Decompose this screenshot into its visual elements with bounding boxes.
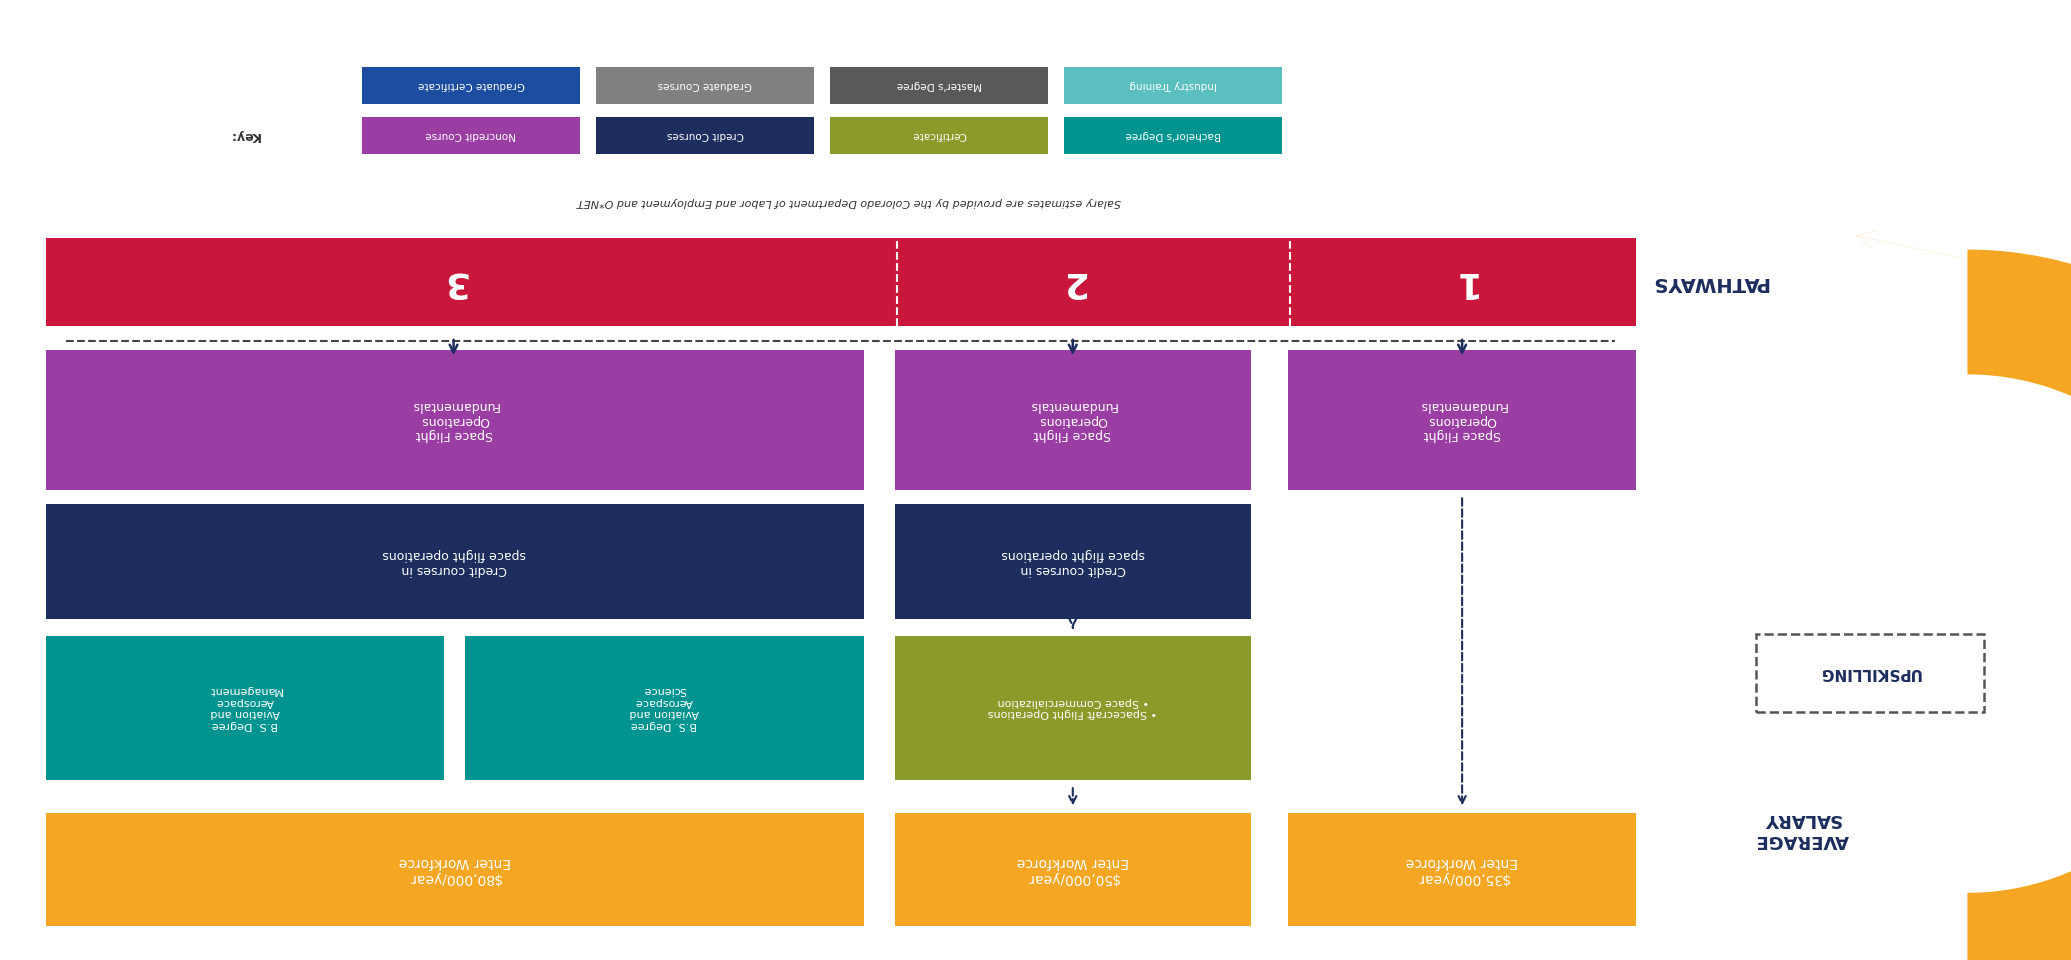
Polygon shape [1967, 250, 2071, 960]
Text: B.S. Degree
Aviation and
Aerospace
Science: B.S. Degree Aviation and Aerospace Scien… [630, 685, 700, 730]
FancyBboxPatch shape [895, 504, 1251, 619]
Text: B.S. Degree
Aviation and
Aerospace
Management: B.S. Degree Aviation and Aerospace Manag… [207, 685, 282, 730]
FancyBboxPatch shape [830, 67, 1048, 104]
FancyBboxPatch shape [362, 67, 580, 104]
Text: Bachelor's Degree: Bachelor's Degree [1125, 131, 1222, 140]
Text: Graduate Courses: Graduate Courses [659, 81, 752, 90]
Text: PATHWAYS: PATHWAYS [1651, 273, 1769, 292]
FancyBboxPatch shape [1288, 350, 1636, 490]
Text: 2: 2 [1060, 265, 1085, 300]
Text: Graduate Certificate: Graduate Certificate [418, 81, 524, 90]
FancyBboxPatch shape [1064, 117, 1282, 154]
Text: Key:: Key: [230, 129, 259, 142]
Text: Credit courses in
space flight operations: Credit courses in space flight operation… [383, 547, 526, 576]
FancyBboxPatch shape [46, 238, 1636, 326]
Text: Space Flight
Operations
Fundamentals: Space Flight Operations Fundamentals [1029, 398, 1116, 442]
Text: 1: 1 [1450, 265, 1475, 300]
Text: Salary estimates are provided by the Colorado Department of Labor and Employment: Salary estimates are provided by the Col… [578, 197, 1120, 206]
FancyBboxPatch shape [830, 117, 1048, 154]
Text: Space Flight
Operations
Fundamentals: Space Flight Operations Fundamentals [410, 398, 499, 442]
Text: Industry Training: Industry Training [1129, 81, 1218, 90]
Text: Noncredit Course: Noncredit Course [427, 131, 516, 140]
FancyBboxPatch shape [596, 117, 814, 154]
Text: UPSKILLING: UPSKILLING [1818, 665, 1922, 681]
Text: $35,000/year
Enter Workforce: $35,000/year Enter Workforce [1406, 854, 1518, 885]
Text: Credit Courses: Credit Courses [667, 131, 743, 140]
FancyBboxPatch shape [596, 67, 814, 104]
Text: $80,000/year
Enter Workforce: $80,000/year Enter Workforce [398, 854, 512, 885]
Text: $50,000/year
Enter Workforce: $50,000/year Enter Workforce [1017, 854, 1129, 885]
FancyBboxPatch shape [46, 636, 443, 780]
FancyBboxPatch shape [1064, 67, 1282, 104]
FancyBboxPatch shape [46, 813, 864, 926]
FancyBboxPatch shape [895, 636, 1251, 780]
FancyBboxPatch shape [895, 350, 1251, 490]
FancyBboxPatch shape [46, 238, 1636, 326]
FancyBboxPatch shape [1288, 813, 1636, 926]
FancyBboxPatch shape [46, 350, 864, 490]
Text: AVERAGE
SALARY: AVERAGE SALARY [1754, 810, 1849, 849]
Text: 3: 3 [441, 265, 466, 300]
Text: Certificate: Certificate [911, 131, 967, 140]
Text: • Spacecraft Flight Operations
• Space Commercialization: • Spacecraft Flight Operations • Space C… [988, 697, 1158, 718]
FancyBboxPatch shape [362, 117, 580, 154]
FancyBboxPatch shape [895, 813, 1251, 926]
FancyBboxPatch shape [464, 636, 864, 780]
FancyBboxPatch shape [46, 504, 864, 619]
Text: Space Flight
Operations
Fundamentals: Space Flight Operations Fundamentals [1419, 398, 1506, 442]
Text: Master's Degree: Master's Degree [897, 81, 982, 90]
Text: Credit courses in
space flight operations: Credit courses in space flight operation… [1000, 547, 1145, 576]
